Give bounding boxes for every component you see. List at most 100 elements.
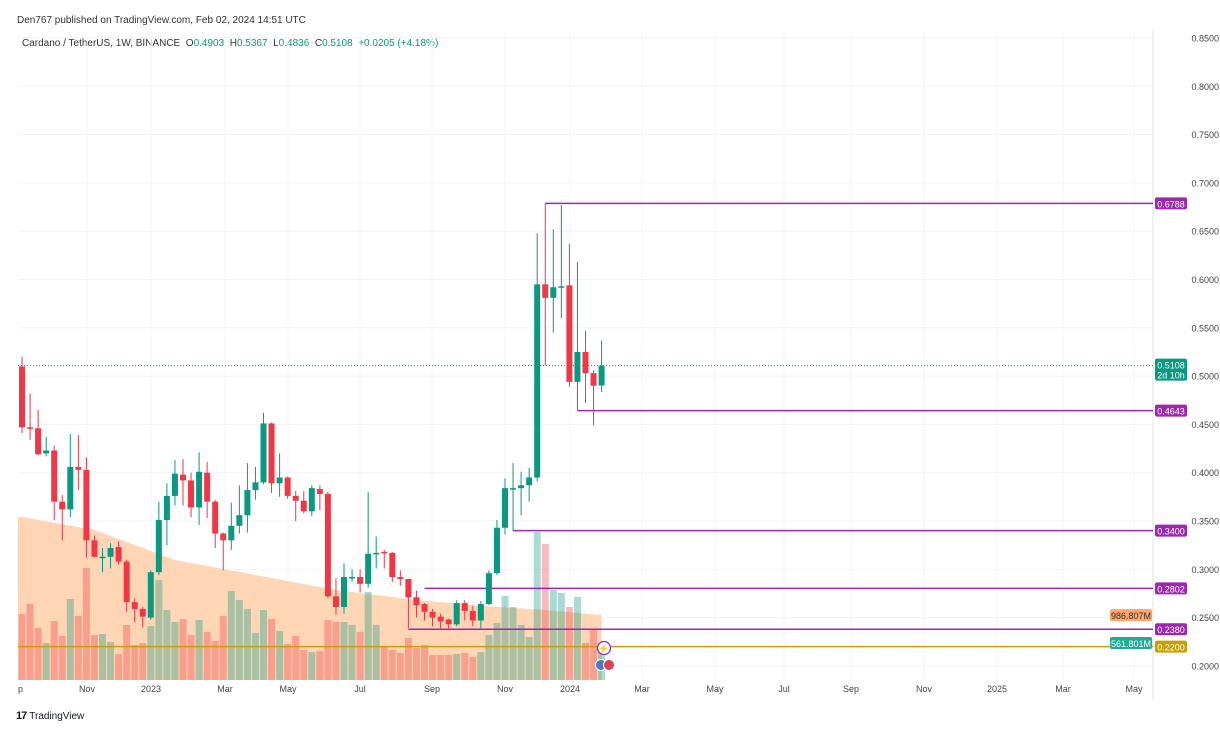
candle-body[interactable] [292,495,299,501]
candle-body[interactable] [590,373,597,386]
candle-body[interactable] [180,474,186,481]
candle-body[interactable] [445,619,452,625]
brand-name[interactable]: TradingView [29,710,85,722]
candle-body[interactable] [252,482,259,491]
time-tick-label: Mar [217,684,233,694]
candle-body[interactable] [204,472,211,502]
candle-body[interactable] [429,611,436,618]
candle-body[interactable] [381,551,388,554]
candle-body[interactable] [188,480,195,508]
low-label: L [273,38,279,49]
candle-body[interactable] [324,493,331,597]
candle-body[interactable] [485,573,492,605]
candle-body[interactable] [502,488,508,528]
volume-bar [582,643,589,680]
candle-body[interactable] [316,489,323,494]
level-price-label-bg [1155,640,1187,653]
candle-body[interactable] [244,490,251,516]
candle-body[interactable] [212,501,219,534]
candle-body[interactable] [373,552,380,555]
candle-body[interactable] [518,485,525,489]
candle-body[interactable] [155,520,162,573]
candle-body[interactable] [534,284,541,478]
candle-body[interactable] [115,547,122,562]
volume-bar [211,640,219,680]
candle-body[interactable] [405,578,412,598]
candle-body[interactable] [67,466,74,510]
candle-body[interactable] [550,287,557,298]
candle-body[interactable] [566,285,573,382]
candle-body[interactable] [236,515,243,526]
candle-body[interactable] [196,471,203,508]
candle-body[interactable] [59,501,66,510]
volume-bar [284,644,292,680]
candle-body[interactable] [75,466,82,470]
time-tick-label: Nov [497,684,514,694]
candle-body[interactable] [437,616,444,622]
volume-bar [348,625,356,680]
candle-body[interactable] [341,577,347,607]
candle-body[interactable] [469,610,476,621]
candle-body[interactable] [397,577,404,579]
candle-body[interactable] [493,527,500,574]
candle-body[interactable] [284,477,291,496]
candle-body[interactable] [99,556,106,559]
candle-body[interactable] [582,351,589,374]
candle-body[interactable] [389,552,396,578]
volume-bar [364,591,372,680]
candle-body[interactable] [107,548,114,557]
candle-body[interactable] [574,351,581,382]
volume-bar [525,636,533,680]
candle-body[interactable] [139,608,146,617]
volume-bar [396,653,404,680]
volume-bar [26,604,34,680]
volume-bar [131,645,139,680]
candle-body[interactable] [276,477,283,484]
candle-body[interactable] [147,572,154,618]
symbol-title[interactable]: Cardano / TetherUS, 1W, BINANCE [22,38,181,49]
candle-body[interactable] [453,603,460,625]
candle-body[interactable] [357,577,364,584]
candle-body[interactable] [220,533,227,541]
volume-bar [541,544,549,680]
volume-current-label: 561.801M [1111,639,1151,649]
lightning-event-icon[interactable] [596,640,612,656]
candle-body[interactable] [421,604,428,612]
volume-bar [300,650,308,680]
volume-ma-label: 986.807M [1111,611,1151,621]
candle-body[interactable] [51,450,58,502]
candle-body[interactable] [413,597,420,606]
candle-body[interactable] [510,488,517,490]
candle-body[interactable] [171,473,178,496]
candle-body[interactable] [542,284,549,298]
volume-bar [268,619,276,680]
price-tick-label: 0.5000 [1191,372,1219,382]
candle-body[interactable] [43,450,50,454]
candle-body[interactable] [228,525,235,541]
candle-body[interactable] [526,477,533,486]
price-tick-label: 0.4500 [1191,420,1219,430]
candle-body[interactable] [461,603,468,611]
candle-body[interactable] [332,596,339,607]
candle-body[interactable] [35,428,42,455]
candle-body[interactable] [300,500,307,512]
candle-body[interactable] [27,427,34,429]
candle-body[interactable] [349,577,356,579]
candle-body[interactable] [260,423,267,483]
candle-body[interactable] [365,553,372,584]
candle-body[interactable] [598,365,605,386]
candle-body[interactable] [19,366,25,428]
candle-body[interactable] [268,423,275,484]
candle-body[interactable] [477,604,484,621]
candle-body[interactable] [163,495,170,521]
candle-body[interactable] [308,488,315,512]
volume-bar [34,628,42,680]
candle-body[interactable] [83,469,90,541]
candle-body[interactable] [131,602,138,609]
candle-body[interactable] [91,540,98,557]
us-flag-event-icon[interactable] [603,659,615,671]
candle-body[interactable] [123,561,130,603]
candle-body[interactable] [558,286,565,288]
volume-bar [42,643,50,680]
